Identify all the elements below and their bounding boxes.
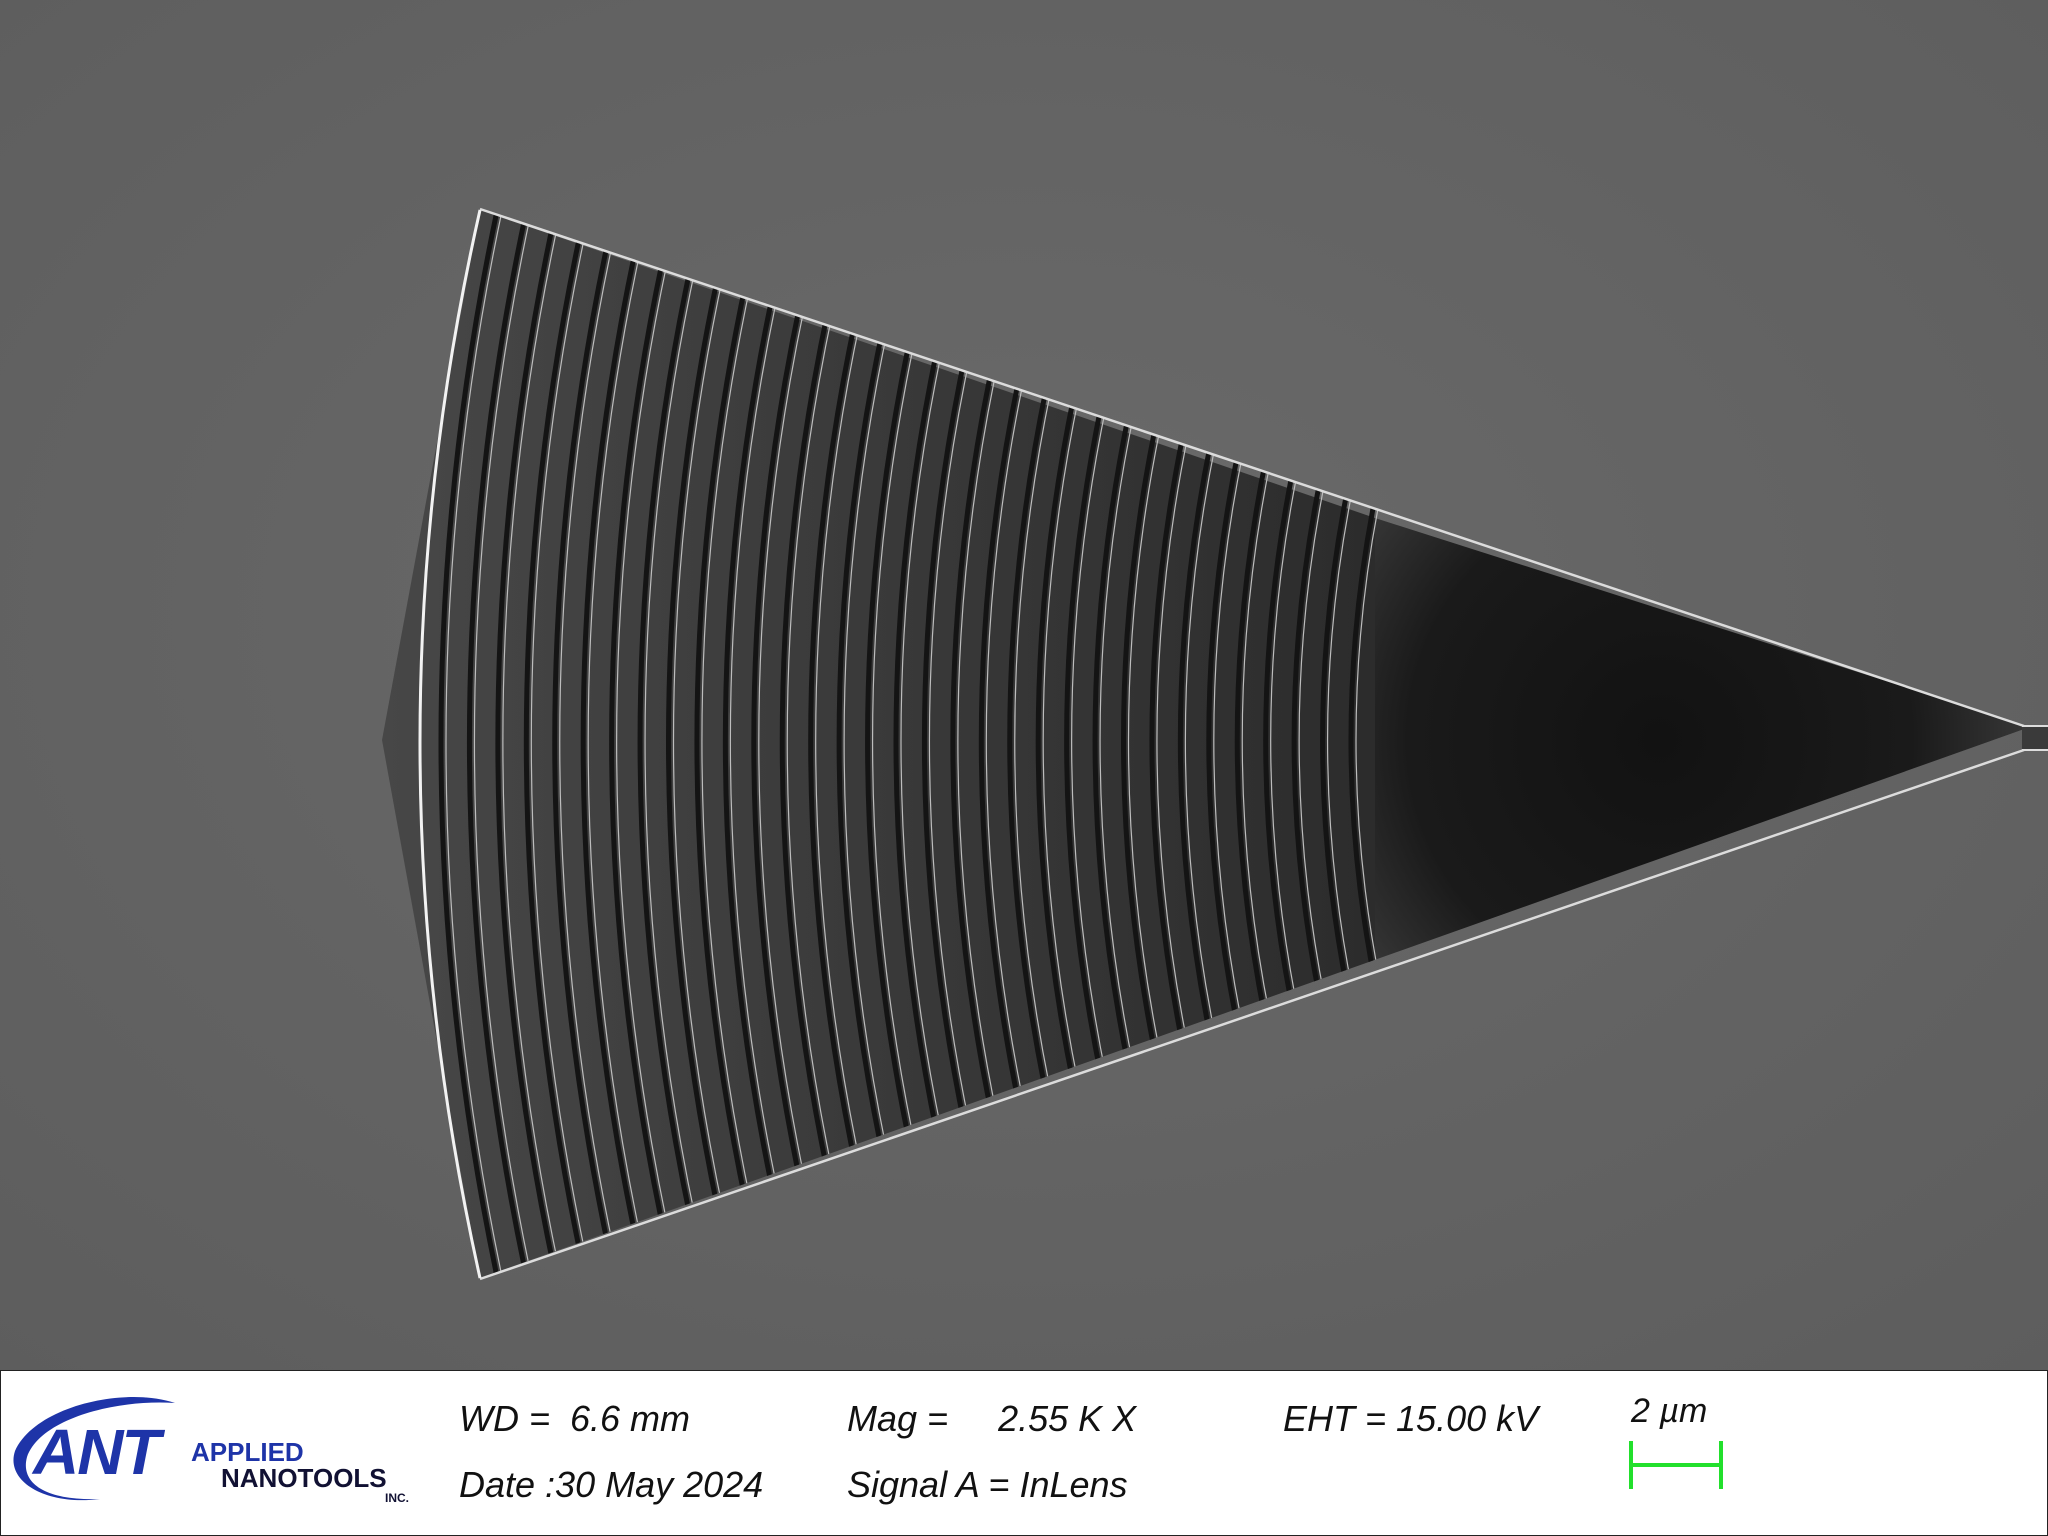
grating-edge (1241, 460, 1272, 1021)
grating-trench (438, 210, 503, 1278)
output-waveguide (2022, 726, 2048, 750)
grating-edge (1355, 497, 1381, 983)
company-logo: ANT APPLIED NANOTOOLS INC. (5, 1391, 425, 1521)
grating-trench (865, 337, 913, 1147)
grating-edge (1213, 450, 1244, 1031)
info-bar: ANT APPLIED NANOTOOLS INC. WD = 6.6 mm D… (0, 1370, 2048, 1536)
taper-top-edge (479, 207, 2025, 728)
grating-trench (1035, 393, 1077, 1089)
grating-edge (473, 210, 533, 1278)
grating-trench (1177, 441, 1214, 1041)
grating-edge (729, 290, 780, 1195)
sem-micrograph (0, 0, 2048, 1370)
grating-trench (580, 243, 640, 1244)
grating-trench (950, 365, 995, 1118)
grating-edge (872, 337, 916, 1147)
grating-edge (559, 234, 615, 1253)
grating-trench (694, 281, 749, 1205)
grating-trench (722, 290, 776, 1195)
grating-edge (900, 347, 944, 1137)
grating-trench (552, 233, 612, 1253)
grating-edge (1327, 488, 1354, 992)
logo-line-2: NANOTOOLS (221, 1463, 387, 1493)
date: Date :30 May 2024 (459, 1464, 764, 1505)
grating-coupler (382, 210, 2030, 1278)
grating-region (382, 210, 1375, 1278)
signal: Signal A = InLens (847, 1464, 1128, 1505)
grating-edge (1014, 384, 1053, 1098)
scale-bar (1629, 1441, 1723, 1489)
grating-edge (985, 375, 1026, 1108)
grating-trench (1320, 488, 1351, 993)
grating-edge (1127, 422, 1162, 1060)
grating-trench (609, 252, 667, 1234)
grating-trench (523, 224, 585, 1263)
grating-edge (587, 243, 643, 1243)
grating-trench (779, 309, 831, 1176)
grating-edge (1298, 479, 1326, 1002)
taper-bottom-edge (479, 748, 2025, 1281)
grating-trench (808, 318, 858, 1166)
grating-trench (1234, 459, 1269, 1022)
grating-edge (672, 272, 725, 1214)
grating-edge (530, 224, 588, 1263)
grating-trench (1121, 422, 1159, 1060)
grating-trench (666, 271, 722, 1215)
grating-edge (1099, 413, 1135, 1070)
grating-outer-arc (418, 209, 482, 1279)
working-distance: WD = 6.6 mm (459, 1398, 691, 1439)
taper-region (1375, 518, 2030, 962)
grating-trench (1206, 450, 1241, 1031)
grating-trench (466, 210, 530, 1278)
grating-edge (445, 210, 506, 1278)
grating-edge (957, 366, 998, 1118)
grating-trench (495, 215, 558, 1273)
magnification: Mag = 2.55 K X (847, 1398, 1137, 1439)
grating-trench (893, 346, 940, 1137)
accelerating-voltage: EHT = 15.00 kV (1283, 1398, 1539, 1439)
grating-trench (637, 262, 694, 1224)
grating-trench (1348, 497, 1378, 983)
grating-edge (644, 262, 697, 1224)
grating-edge (815, 319, 862, 1166)
grating-edge (843, 328, 889, 1156)
grating-edge (616, 253, 670, 1234)
grating-edge (928, 356, 971, 1127)
grating-edge (786, 309, 834, 1176)
grating-trench (978, 375, 1022, 1109)
grating-trench (751, 299, 804, 1186)
grating-edge (701, 281, 752, 1205)
grating-edge (1156, 432, 1190, 1050)
logo-mark: ANT (33, 1416, 161, 1488)
grating-trench (1149, 431, 1187, 1051)
grating-edge (1042, 394, 1080, 1089)
grating-edge (1184, 441, 1217, 1041)
grating-trench (1007, 384, 1050, 1099)
grating-edge (1270, 469, 1299, 1012)
grating-trench (1092, 412, 1132, 1070)
grating-lines (438, 210, 1381, 1278)
logo-line-1: APPLIED (191, 1437, 304, 1467)
grating-trench (1263, 469, 1296, 1012)
logo-swoosh-icon (13, 1396, 175, 1501)
grating-edge (758, 300, 807, 1185)
grating-trench (836, 328, 886, 1157)
grating-edge (1071, 403, 1108, 1079)
scale-bar-label: 2 µm (1631, 1392, 1708, 1430)
grating-trench (1291, 478, 1323, 1002)
grating-trench (921, 356, 968, 1128)
grating-trench (1064, 403, 1105, 1080)
logo-line-3: INC. (385, 1491, 409, 1505)
grating-edge (502, 215, 561, 1272)
